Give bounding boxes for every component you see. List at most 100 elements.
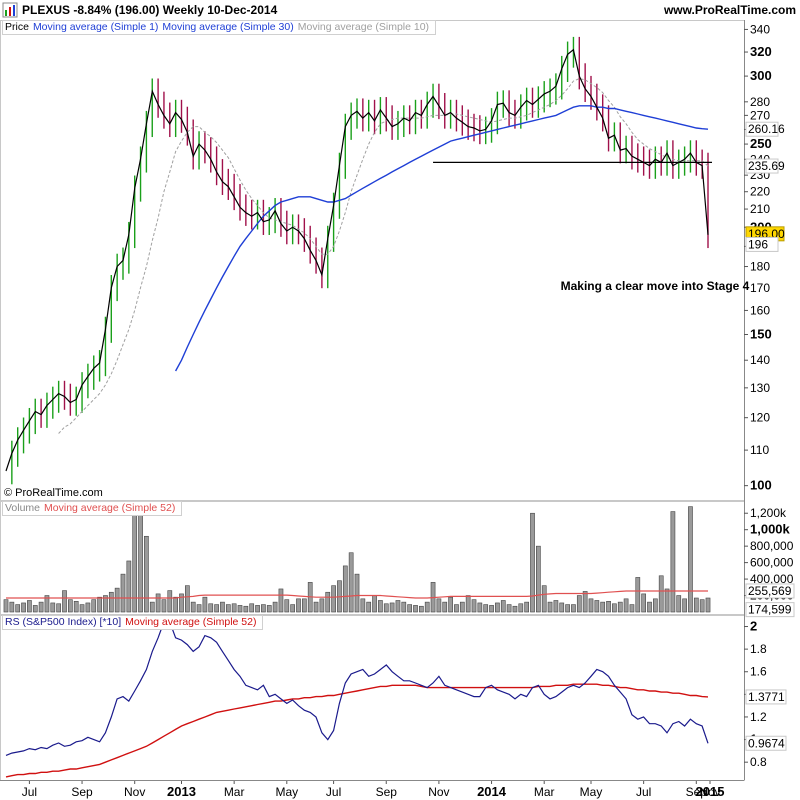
volume-bar xyxy=(477,602,483,613)
price-tick-label: 160 xyxy=(750,303,770,317)
x-tick-label: Nov xyxy=(699,785,720,799)
volume-bar xyxy=(79,604,85,613)
volume-bar xyxy=(27,600,32,613)
volume-bar xyxy=(68,599,73,613)
volume-bar xyxy=(530,512,535,613)
volume-bar xyxy=(208,603,214,613)
legend-ma30[interactable]: Moving average (Simple 30) xyxy=(162,21,294,33)
rs-ma-line xyxy=(5,683,709,778)
volume-bar xyxy=(366,601,372,613)
volume-bar xyxy=(342,565,348,613)
price-tick-label: 100 xyxy=(750,478,772,493)
volume-bar xyxy=(261,604,266,613)
volume-bar xyxy=(547,601,553,613)
volume-bar xyxy=(600,601,606,613)
last-value-label: 235.69 xyxy=(748,159,785,173)
volume-bar xyxy=(576,595,582,613)
volume-bar xyxy=(500,600,506,613)
volume-bar xyxy=(73,600,79,613)
volume-bar xyxy=(202,596,208,613)
volume-bar xyxy=(144,535,149,613)
volume-bar xyxy=(290,604,295,613)
volume-bar xyxy=(506,604,512,613)
volume-bar xyxy=(161,599,167,613)
chart-title: PLEXUS -8.84% (196.00) Weekly 10-Dec-201… xyxy=(22,3,278,17)
volume-bar xyxy=(682,598,687,613)
volume-bar xyxy=(442,601,448,613)
volume-legend: Volume Moving average (Simple 52) xyxy=(2,501,183,516)
volume-bar xyxy=(255,605,260,613)
volume-bar xyxy=(588,598,594,613)
legend-volume[interactable]: Volume xyxy=(5,502,41,514)
price-tick-label: 220 xyxy=(750,185,770,199)
rs-last-label: 1.3771 xyxy=(748,690,785,704)
x-tick-label: Nov xyxy=(428,785,449,799)
x-tick-label: Mar xyxy=(534,785,555,799)
legend-rs[interactable]: RS (S&P500 Index) [*10] xyxy=(5,616,122,628)
rs-tick-label: 0.8 xyxy=(750,755,767,769)
legend-rs-ma[interactable]: Moving average (Simple 52) xyxy=(125,616,257,628)
volume-bar xyxy=(173,596,178,613)
x-tick-label: May xyxy=(275,785,298,799)
x-tick-label: Jul xyxy=(636,785,651,799)
volume-bar xyxy=(407,604,412,613)
volume-bar xyxy=(21,602,26,613)
legend-volume-ma[interactable]: Moving average (Simple 52) xyxy=(44,502,176,514)
volume-bar xyxy=(50,602,56,613)
price-tick-label: 270 xyxy=(750,108,770,122)
volume-bar xyxy=(85,602,91,613)
site-url[interactable]: www.ProRealTime.com xyxy=(663,3,796,17)
x-tick-label: 2015 xyxy=(696,784,725,799)
volume-bar xyxy=(419,605,424,613)
volume-bar xyxy=(167,590,173,613)
volume-tick-label: 1,000k xyxy=(750,522,791,537)
legend-price[interactable]: Price xyxy=(5,21,29,33)
volume-bar xyxy=(512,605,518,613)
volume-bar xyxy=(536,545,541,613)
volume-bar xyxy=(372,595,377,613)
volume-bar xyxy=(424,601,430,613)
volume-bar xyxy=(237,605,243,613)
volume-bar xyxy=(641,593,646,613)
volume-bar xyxy=(62,590,67,613)
volume-last-badge xyxy=(745,583,795,599)
volume-bar xyxy=(179,593,184,613)
volume-bar xyxy=(3,599,9,613)
volume-bar xyxy=(559,602,565,613)
x-tick-label: Nov xyxy=(124,785,145,799)
volume-bar xyxy=(378,600,383,613)
volume-bar xyxy=(693,597,699,613)
volume-bar xyxy=(225,604,231,613)
volume-bar xyxy=(471,599,477,613)
volume-bar xyxy=(705,597,711,613)
volume-bar xyxy=(518,603,524,613)
price-tick-label: 280 xyxy=(750,95,770,109)
volume-bar xyxy=(413,605,418,613)
volume-bar xyxy=(401,601,407,613)
legend-ma1[interactable]: Moving average (Simple 1) xyxy=(32,21,159,33)
volume-bar xyxy=(354,573,360,613)
volume-bar xyxy=(44,595,50,613)
volume-tick-label: 400,000 xyxy=(750,572,794,586)
legend-ma10[interactable]: Moving average (Simple 10) xyxy=(297,21,430,33)
x-tick-label: Jul xyxy=(22,785,37,799)
price-line xyxy=(5,48,709,472)
price-tick-label: 320 xyxy=(750,44,772,59)
rs-tick-label: 1.6 xyxy=(750,665,767,679)
x-tick-label: Sep xyxy=(71,785,93,799)
volume-bar xyxy=(465,595,471,613)
volume-bar xyxy=(606,600,611,613)
last-value-badge xyxy=(745,236,779,252)
price-tick-label: 250 xyxy=(750,136,772,151)
volume-bar xyxy=(483,604,489,613)
volume-bar xyxy=(296,598,301,613)
stage4-annotation: Making a clear move into Stage 4 xyxy=(560,279,750,293)
x-tick-label: Jul xyxy=(326,785,341,799)
volume-bar xyxy=(9,601,15,613)
volume-bar xyxy=(325,591,331,613)
price-tick-label: 210 xyxy=(750,202,770,216)
volume-bar xyxy=(32,605,38,613)
volume-bar xyxy=(38,601,44,613)
volume-bar xyxy=(383,603,389,613)
